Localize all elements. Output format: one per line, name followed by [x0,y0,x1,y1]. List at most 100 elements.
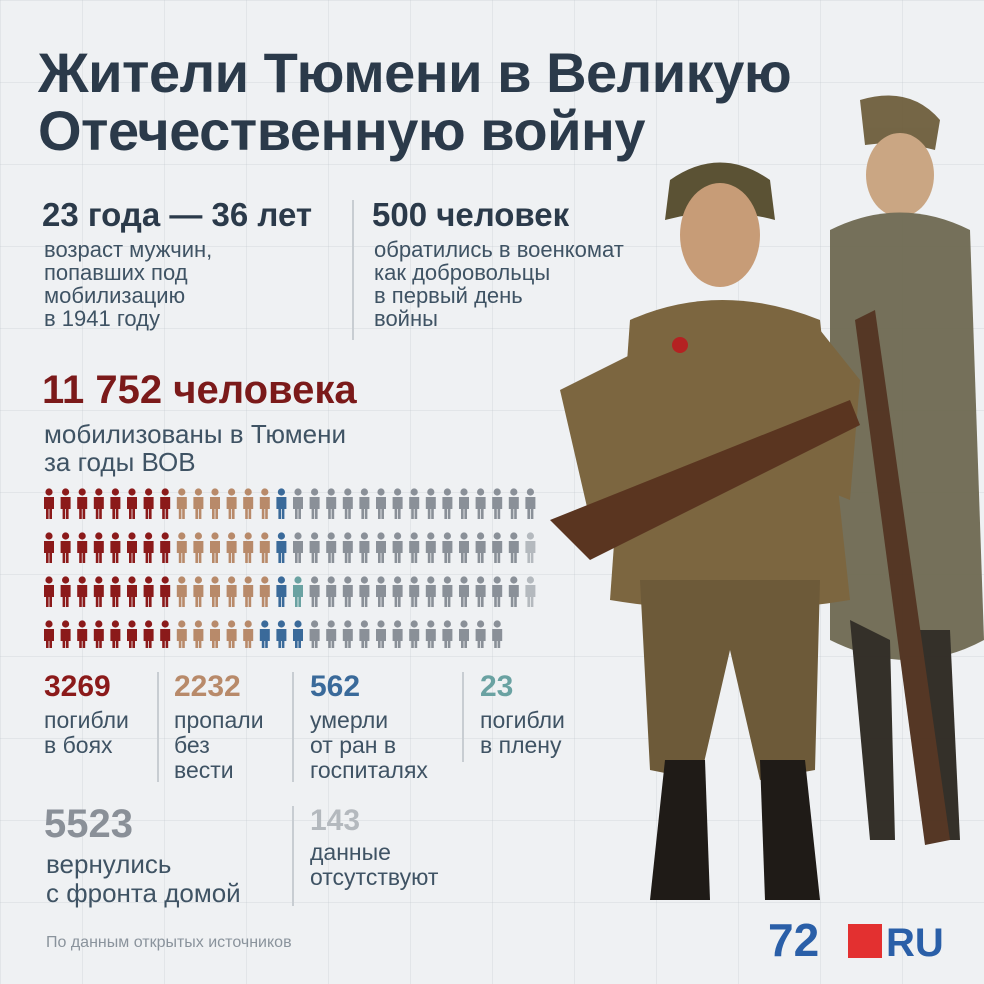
person-icon [209,488,220,519]
person-icon [508,488,519,519]
person-icon [110,488,121,519]
person-icon [127,488,137,519]
person-icon [376,488,386,519]
total-desc: мобилизованы в Тюмени за годы ВОВ [44,420,346,476]
stat-age-desc-line: попавших под [44,260,188,285]
person-icon [392,488,403,519]
person-icon [226,488,237,519]
person-icon [459,576,469,607]
person-icon [193,532,204,563]
title-line-1: Жители Тюмени в Великую [38,41,792,104]
person-icon [326,532,337,563]
stat-volunteers-desc-line: как добровольцы [374,260,551,285]
person-icon [276,620,287,648]
person-icon [409,532,420,563]
person-icon [425,576,436,607]
died-wounds-label-line: от ран в [310,732,397,758]
person-icon [475,488,486,519]
stat-volunteers-desc-line: войны [374,306,438,331]
person-icon [143,576,154,607]
person-icon [77,488,88,519]
person-icon [309,620,320,648]
person-icon [259,532,270,563]
person-icon [376,532,386,563]
person-icon [226,620,237,648]
person-icon [193,576,204,607]
person-icon [243,488,254,519]
person-icon [143,620,154,648]
killed-value: 3269 [44,670,111,703]
returned-label-line: с фронта домой [46,878,241,908]
missing-label-line: пропали [174,707,264,733]
person-icon [44,620,54,648]
person-icon [525,488,536,519]
died-wounds-label-line: умерли [310,707,389,733]
died-captivity-label: погибли в плену [480,708,565,758]
person-icon [442,576,453,607]
returned-label: вернулись с фронта домой [46,850,241,908]
person-icon [160,532,171,563]
person-icon [359,532,370,563]
person-icon [293,576,303,607]
missing-label-line: вести [174,757,234,783]
died-captivity-label-line: погибли [480,707,565,733]
died-captivity-label-line: в плену [480,732,562,758]
title-line-2: Отечественную войну [38,99,646,162]
stat-age-desc-line: в 1941 году [44,306,160,331]
person-icon [475,576,486,607]
person-icon [459,620,469,648]
person-icon [293,532,303,563]
person-icon [259,576,270,607]
person-icon [326,576,337,607]
person-icon [44,488,54,519]
person-icon [492,532,503,563]
logo-number: 72 [768,914,819,966]
missing-label: пропали без вести [174,708,264,783]
no-data-value: 143 [310,804,361,837]
person-icon [60,620,71,648]
people-icon-grid [44,488,536,648]
person-icon [492,576,503,607]
person-icon [209,576,220,607]
person-icon [259,488,270,519]
missing-value: 2232 [174,670,241,703]
stat-age-desc-line: возраст мужчин, [44,237,213,262]
divider [157,672,159,782]
killed-label: погибли в боях [44,708,129,758]
died-captivity-value: 23 [480,670,514,703]
person-icon [243,620,254,648]
person-icon [176,576,187,607]
person-icon [176,532,187,563]
person-icon [276,532,287,563]
person-icon [110,576,121,607]
person-icon [359,576,370,607]
page-title: Жители Тюмени в Великую Отечественную во… [38,44,898,160]
person-icon [326,488,337,519]
person-icon [425,532,436,563]
person-icon [342,620,353,648]
person-icon [409,576,420,607]
person-icon [209,532,220,563]
person-icon [442,532,453,563]
person-icon [326,620,337,648]
person-icon [176,620,187,648]
person-icon [276,488,287,519]
person-icon [127,532,137,563]
person-icon [93,488,104,519]
person-icon [210,620,220,648]
died-wounds-value: 562 [310,670,361,703]
person-icon [293,488,303,519]
logo-text: RU [886,921,944,965]
logo-square-icon [848,924,882,958]
total-desc-line: мобилизованы в Тюмени [44,419,346,449]
person-icon [293,620,303,648]
stat-volunteers-value: 500 человек [372,196,570,233]
total-value: 11 752 человека [42,368,357,412]
person-icon [226,576,237,607]
person-icon [392,620,403,648]
person-icon [342,576,353,607]
person-icon [342,488,353,519]
person-icon [77,620,88,648]
person-icon [492,488,503,519]
divider [292,672,294,782]
